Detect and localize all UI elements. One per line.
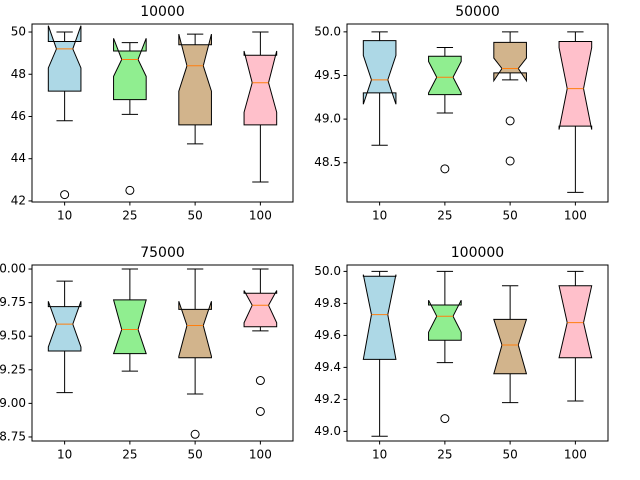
flier	[190, 429, 200, 439]
y-tick-label: 44	[11, 151, 26, 165]
box	[493, 41, 527, 83]
axes-frame	[31, 23, 294, 203]
x-tick-label: 100	[249, 209, 272, 223]
box	[493, 318, 528, 375]
y-tick-label: 49.75	[0, 295, 26, 309]
y-tick-label: 49.2	[314, 392, 341, 406]
x-tick-label: 50	[502, 448, 517, 462]
y-tick-label: 50.0	[314, 264, 341, 278]
x-tick-label: 10	[372, 448, 387, 462]
axes-frame	[346, 23, 609, 203]
flier	[440, 164, 450, 174]
chart-title: 50000	[455, 4, 500, 20]
y-tick-label: 49.6	[314, 328, 341, 342]
y-tick-label: 49.0	[314, 112, 341, 126]
x-tick-label: 10	[372, 209, 387, 223]
box	[47, 25, 82, 92]
y-tick-label: 49.25	[0, 362, 26, 376]
x-tick-label: 100	[564, 209, 587, 223]
y-tick-label: 49.8	[314, 296, 341, 310]
box	[112, 299, 147, 355]
flier	[255, 376, 265, 386]
x-tick-label: 25	[437, 209, 452, 223]
y-tick-label: 48	[11, 67, 26, 81]
box	[428, 299, 462, 341]
x-tick-label: 50	[187, 209, 202, 223]
flier	[255, 406, 265, 416]
flier	[125, 185, 135, 195]
box	[558, 285, 593, 359]
box	[362, 40, 397, 105]
flier	[440, 414, 450, 424]
box	[178, 301, 212, 359]
y-tick-label: 49.4	[314, 360, 341, 374]
box	[428, 55, 462, 96]
axes-frame	[346, 264, 609, 442]
y-tick-label: 46	[11, 109, 26, 123]
y-tick-label: 49.0	[314, 424, 341, 438]
box	[243, 290, 278, 328]
x-tick-label: 25	[437, 448, 452, 462]
y-tick-label: 49.5	[314, 68, 341, 82]
x-tick-label: 50	[502, 209, 517, 223]
plot-area	[47, 268, 278, 439]
box	[113, 38, 147, 101]
x-tick-label: 25	[122, 448, 137, 462]
axes-frame	[31, 264, 294, 442]
chart-title: 75000	[140, 245, 185, 261]
plot-area	[362, 31, 593, 193]
box	[362, 274, 397, 360]
x-tick-label: 10	[57, 209, 72, 223]
flier	[60, 190, 70, 200]
x-tick-label: 100	[249, 448, 272, 462]
plot-area	[362, 270, 593, 437]
y-tick-label: 49.00	[0, 396, 26, 410]
box	[178, 34, 212, 126]
x-tick-label: 50	[187, 448, 202, 462]
plot-area	[47, 25, 278, 200]
box	[558, 40, 593, 130]
y-tick-label: 50.00	[0, 262, 26, 276]
y-tick-label: 50.0	[314, 24, 341, 38]
y-tick-label: 49.50	[0, 329, 26, 343]
x-tick-label: 25	[122, 209, 137, 223]
box	[47, 301, 82, 352]
flier	[505, 156, 515, 166]
chart-title: 100000	[451, 245, 504, 261]
y-tick-label: 50	[11, 25, 26, 39]
x-tick-label: 100	[564, 448, 587, 462]
y-tick-label: 48.75	[0, 429, 26, 443]
flier	[505, 116, 515, 126]
x-tick-label: 10	[57, 448, 72, 462]
y-tick-label: 48.5	[314, 155, 341, 169]
y-tick-label: 42	[11, 193, 26, 207]
box	[243, 50, 278, 126]
chart-title: 10000	[140, 4, 185, 20]
